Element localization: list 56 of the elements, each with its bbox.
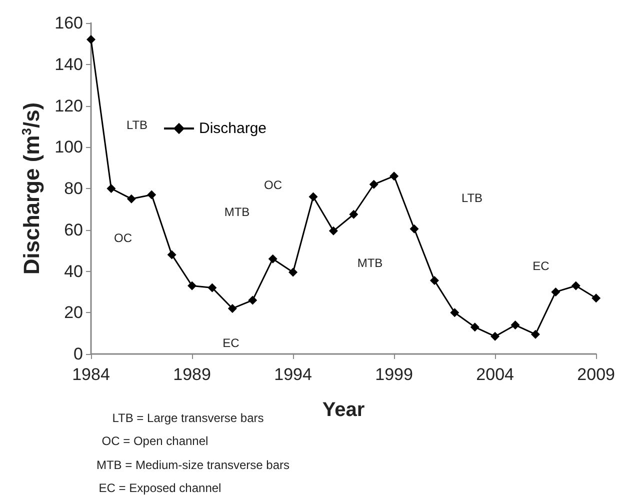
y-tick-label: 100 (54, 138, 83, 157)
annotation: LTB (461, 191, 483, 205)
x-axis-title: Year (322, 399, 365, 421)
point (248, 296, 258, 305)
annotation: MTB (357, 256, 383, 270)
y-tick-label: 160 (54, 14, 83, 32)
point (390, 172, 399, 181)
annotation: OC (264, 178, 282, 192)
point (349, 210, 358, 219)
point (167, 250, 176, 260)
y-tick-label: 40 (64, 262, 83, 281)
y-tick-label: 60 (64, 220, 83, 240)
point (430, 276, 439, 286)
annotation: MTB (224, 205, 250, 219)
point (147, 190, 156, 200)
y-tick-label: 140 (54, 54, 83, 74)
point (410, 224, 419, 234)
point (86, 35, 96, 44)
text: LTB = Large transverse bars (112, 411, 264, 425)
point (208, 283, 217, 292)
x-tick-label: 1994 (274, 365, 312, 384)
legend-label: Discharge (199, 120, 267, 137)
point (268, 254, 278, 264)
point (470, 322, 480, 332)
point (369, 180, 378, 189)
x-tick-label: 2004 (476, 365, 514, 384)
point (288, 268, 298, 277)
point (551, 287, 560, 296)
x-tick-label: 2009 (577, 365, 616, 384)
text: OC = Open channel (102, 434, 208, 448)
point (490, 332, 500, 341)
text: MTB = Medium-size transverse bars (96, 458, 290, 472)
point (126, 194, 136, 204)
text: EC = Exposed channel (98, 481, 222, 495)
point (510, 320, 520, 330)
annotation: EC (222, 336, 240, 350)
annotation: EC (532, 259, 550, 273)
x-tick-label: 1984 (72, 365, 110, 384)
y-tick-label: 20 (64, 303, 83, 322)
point (592, 294, 601, 303)
x-tick-label: 1999 (375, 365, 413, 384)
point (530, 330, 540, 339)
annotation: OC (114, 231, 132, 245)
point (106, 184, 116, 193)
y-tick-label: 0 (74, 344, 83, 364)
x-tick-label: 1989 (173, 365, 211, 384)
point (308, 192, 318, 202)
y-tick-label: 120 (54, 96, 83, 116)
point (450, 308, 460, 318)
y-tick-label: 80 (64, 179, 83, 198)
point (228, 304, 237, 313)
annotation: LTB (126, 118, 148, 132)
point (188, 281, 197, 290)
point (328, 226, 338, 236)
y-axis-title: Discharge (m3/s) (19, 102, 44, 275)
point (571, 281, 580, 290)
